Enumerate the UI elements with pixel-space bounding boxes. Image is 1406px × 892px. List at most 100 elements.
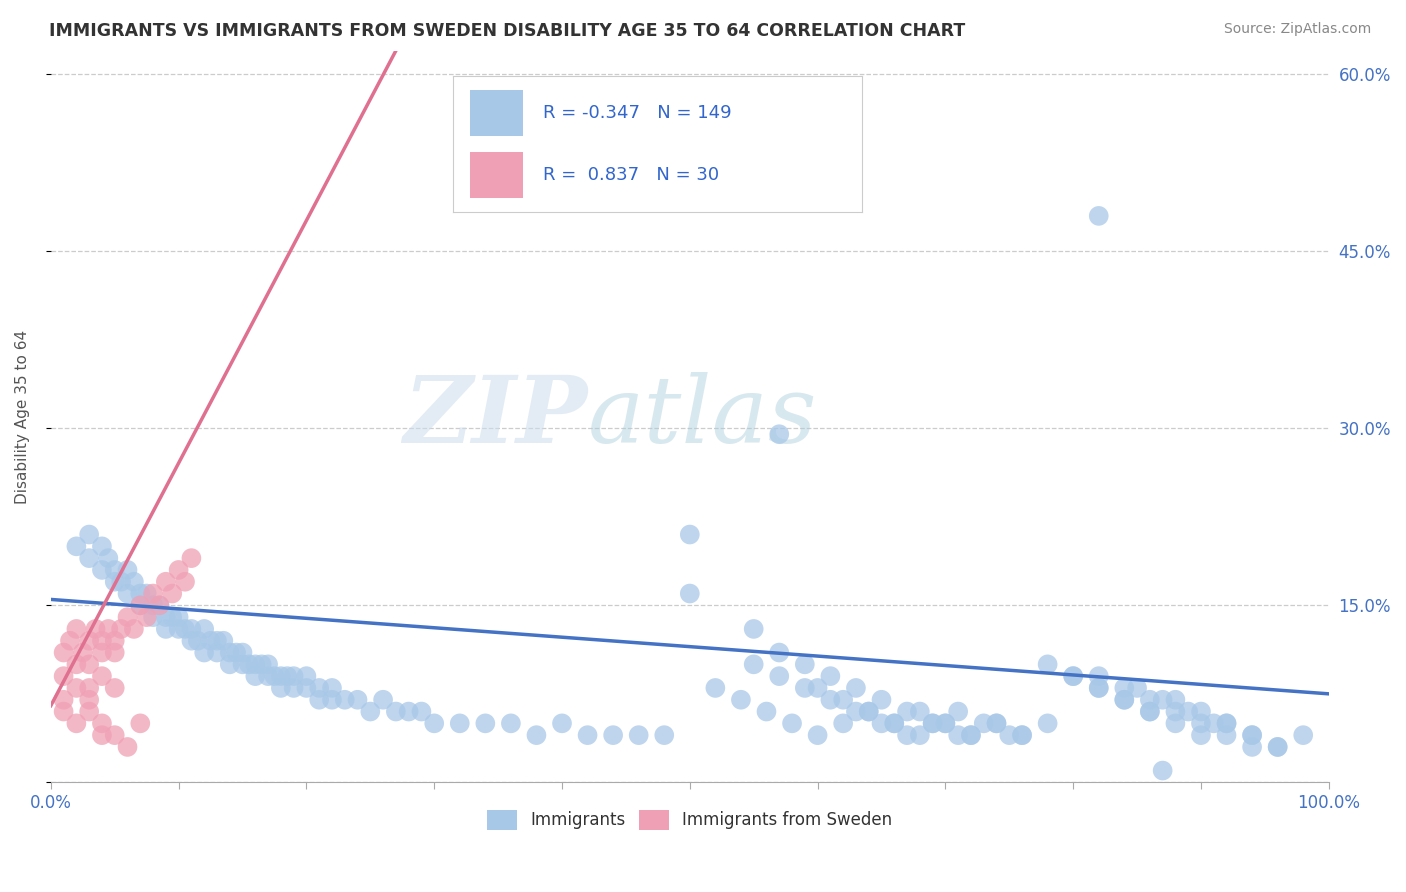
- Point: [1164, 692, 1187, 706]
- Point: [1267, 739, 1289, 754]
- Point: [167, 622, 190, 636]
- Text: Source: ZipAtlas.com: Source: ZipAtlas.com: [1223, 22, 1371, 37]
- Point: [1011, 728, 1033, 742]
- Point: [1011, 728, 1033, 742]
- Point: [77, 633, 100, 648]
- Point: [934, 716, 956, 731]
- Point: [308, 692, 330, 706]
- Point: [231, 657, 253, 672]
- Point: [122, 622, 145, 636]
- Point: [346, 692, 368, 706]
- Point: [858, 705, 880, 719]
- Point: [883, 716, 905, 731]
- Point: [91, 728, 114, 742]
- Point: [986, 716, 1008, 731]
- Point: [921, 716, 943, 731]
- Point: [870, 692, 893, 706]
- Point: [1267, 739, 1289, 754]
- Point: [449, 716, 471, 731]
- Point: [91, 669, 114, 683]
- Point: [77, 551, 100, 566]
- Point: [870, 716, 893, 731]
- Point: [283, 669, 305, 683]
- Point: [142, 610, 165, 624]
- Point: [283, 681, 305, 695]
- Point: [896, 728, 918, 742]
- Point: [551, 716, 574, 731]
- Point: [1087, 681, 1109, 695]
- Point: [187, 633, 209, 648]
- Point: [205, 646, 228, 660]
- Point: [91, 539, 114, 553]
- Point: [730, 692, 752, 706]
- Point: [1241, 728, 1264, 742]
- Point: [91, 633, 114, 648]
- Point: [1036, 657, 1059, 672]
- Point: [921, 716, 943, 731]
- Point: [180, 622, 202, 636]
- Point: [91, 646, 114, 660]
- Point: [295, 681, 318, 695]
- Point: [1152, 692, 1174, 706]
- Point: [52, 669, 75, 683]
- Point: [117, 610, 139, 624]
- Point: [91, 563, 114, 577]
- Point: [1215, 728, 1237, 742]
- Point: [679, 586, 702, 600]
- Point: [65, 716, 87, 731]
- Point: [845, 705, 868, 719]
- Point: [193, 646, 215, 660]
- Point: [142, 599, 165, 613]
- Point: [1139, 705, 1161, 719]
- Point: [104, 681, 127, 695]
- Point: [77, 692, 100, 706]
- Point: [652, 728, 675, 742]
- Point: [295, 669, 318, 683]
- Point: [129, 599, 152, 613]
- Point: [883, 716, 905, 731]
- Legend: Immigrants, Immigrants from Sweden: Immigrants, Immigrants from Sweden: [481, 804, 900, 836]
- Point: [270, 669, 292, 683]
- Point: [308, 681, 330, 695]
- Point: [1202, 716, 1225, 731]
- Point: [946, 728, 969, 742]
- Point: [162, 586, 184, 600]
- Point: [135, 586, 157, 600]
- Point: [257, 657, 280, 672]
- Point: [1139, 692, 1161, 706]
- Point: [807, 681, 830, 695]
- Text: ZIP: ZIP: [404, 371, 588, 461]
- Point: [1292, 728, 1315, 742]
- Point: [77, 705, 100, 719]
- Point: [110, 574, 132, 589]
- Point: [474, 716, 496, 731]
- Point: [1114, 681, 1136, 695]
- Point: [167, 610, 190, 624]
- Point: [411, 705, 433, 719]
- Point: [1241, 739, 1264, 754]
- Point: [321, 681, 343, 695]
- Point: [135, 610, 157, 624]
- Point: [398, 705, 420, 719]
- Point: [1189, 728, 1212, 742]
- Point: [1087, 209, 1109, 223]
- Point: [793, 657, 815, 672]
- Text: atlas: atlas: [588, 371, 817, 461]
- Point: [270, 681, 292, 695]
- Point: [180, 633, 202, 648]
- Point: [371, 692, 394, 706]
- Point: [704, 681, 727, 695]
- Point: [1062, 669, 1084, 683]
- Point: [679, 527, 702, 541]
- Point: [129, 586, 152, 600]
- Point: [52, 646, 75, 660]
- Point: [117, 586, 139, 600]
- Point: [180, 551, 202, 566]
- Point: [200, 633, 222, 648]
- Point: [768, 427, 790, 442]
- Point: [1215, 716, 1237, 731]
- Point: [934, 716, 956, 731]
- Point: [276, 669, 298, 683]
- Point: [832, 716, 855, 731]
- Point: [526, 728, 548, 742]
